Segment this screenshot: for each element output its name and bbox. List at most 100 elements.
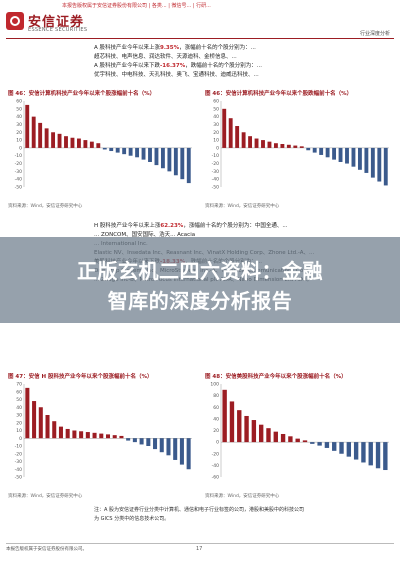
y-tick-label: 60 (16, 99, 22, 105)
y-tick-label: -50 (15, 475, 22, 481)
bar (96, 143, 101, 148)
y-tick-label: 40 (213, 114, 219, 120)
bar (280, 144, 285, 148)
bar (51, 132, 56, 148)
line-text: A 股科技产业今年以来上涨 (94, 45, 161, 51)
bar (57, 133, 62, 148)
y-tick-label: -50 (15, 185, 22, 191)
bar (32, 401, 37, 439)
bar (72, 430, 77, 439)
y-tick-label: 40 (16, 114, 22, 120)
chart-title: 图 47：安信 H 股科技产业今年以来个股涨幅前十名（%） (8, 374, 153, 380)
bar (258, 424, 264, 443)
bar (319, 147, 324, 155)
bar (228, 118, 233, 148)
bar (370, 147, 375, 178)
y-tick-label: 30 (213, 122, 219, 128)
bar (154, 147, 159, 166)
bar (237, 410, 242, 443)
chart-svg: -60 -40 -20 0 20 40 60 80 100 (210, 382, 389, 481)
chart-source: 资料来源：Wind，安信证券研究中心 (8, 494, 83, 499)
bar (122, 147, 127, 155)
y-tick-label: -40 (15, 467, 22, 473)
bar (325, 147, 330, 158)
y-tick-label: -10 (212, 153, 219, 159)
footnote: 注：A 股为安信证券行业分类中计算机、通信和电子行业标签的公司，港股和美股中的科… (94, 507, 305, 513)
banner-title-line1: 正版玄机二四六资料：金融 (77, 259, 323, 283)
bar (361, 442, 366, 463)
bar-chart: -60 -40 -20 0 20 40 60 80 100 (205, 380, 393, 491)
bar (377, 147, 382, 182)
line-text: ，涨幅前十名的个股分别为：中国全通、... (183, 223, 288, 229)
bar (229, 401, 235, 443)
y-tick-label: 20 (213, 130, 219, 136)
bar (383, 147, 388, 186)
bar-chart: -50 -40 -30 -20 -10 0 10 20 30 40 50 60 (8, 97, 196, 201)
bar-chart: -50 -40 -30 -20 -10 0 10 20 30 40 50 60 (205, 97, 393, 201)
line-text: 超芯科技、电声信息、润达软件、天源迪科、金桥信息、... (94, 54, 237, 60)
bar (273, 143, 278, 148)
bar (45, 415, 50, 439)
bar (102, 147, 107, 150)
y-tick-label: -20 (15, 451, 22, 457)
y-tick-label: 100 (210, 382, 219, 388)
bar (141, 147, 146, 160)
bar (302, 440, 308, 443)
y-tick-label: -10 (15, 153, 22, 159)
bar (92, 432, 97, 439)
bar (25, 104, 30, 148)
y-tick-label: -20 (212, 451, 219, 457)
logo-name: 安信证券 (28, 15, 85, 30)
y-tick-label: -30 (15, 459, 22, 465)
bar (115, 147, 120, 153)
bar (332, 147, 337, 160)
page-number: 17 (196, 546, 203, 552)
bar (173, 147, 178, 176)
bar (132, 438, 137, 443)
line-text: ... ZONCOM、国安国际、浩天... Acacia (94, 232, 196, 238)
bar (293, 145, 298, 148)
footer-divider (6, 543, 394, 544)
chart-title: 图 46：安信计算机科技产业今年以来个股涨幅前十名（%） (8, 91, 156, 97)
bar (357, 147, 362, 170)
paragraph-line: 优宇科技、中电科技、天孔科技、奥飞、宝通科技、迪威迅科技、... (94, 71, 394, 80)
bar (288, 436, 293, 443)
bar (222, 389, 227, 443)
bar (345, 147, 349, 164)
bar (324, 442, 330, 448)
bar (364, 147, 369, 173)
bar (368, 442, 373, 466)
y-tick-label: 10 (16, 138, 22, 144)
bar (65, 428, 70, 439)
y-tick-label: -40 (212, 177, 219, 183)
bar (148, 147, 152, 162)
bar (159, 438, 164, 453)
y-tick-label: -10 (15, 444, 22, 450)
paragraph-line: 超芯科技、电声信息、润达软件、天源迪科、金桥信息、... (94, 53, 394, 62)
bar (99, 433, 104, 439)
y-tick-label: 30 (16, 413, 22, 419)
bar (295, 438, 300, 443)
logo-english: ESSENCE SECURITIES (28, 27, 88, 33)
essence-logo-icon (6, 12, 24, 30)
bar (186, 147, 191, 184)
bar (38, 407, 43, 439)
bar (338, 147, 343, 162)
bar (317, 442, 322, 446)
paragraph-line: H 股科技产业今年以来上涨62.23%，涨幅前十名的个股分别为：中国全通、... (94, 222, 394, 231)
y-tick-label: 10 (213, 138, 219, 144)
bar (119, 435, 124, 439)
bar (286, 144, 291, 148)
paragraph-line: A 股科技产业今年以来下跌-16.37%，跌幅前十名的个股分别为：... (94, 62, 394, 71)
bar (160, 147, 165, 169)
banner-title-line2: 智库的深度分析报告 (107, 289, 293, 313)
bar (179, 438, 184, 465)
bar (58, 426, 63, 439)
y-tick-label: -60 (212, 475, 219, 481)
y-tick-label: 20 (16, 420, 22, 426)
footnote: 为 GICS 分类中的信息技术公司。 (94, 516, 170, 522)
bar (52, 421, 57, 439)
bar (332, 442, 337, 451)
